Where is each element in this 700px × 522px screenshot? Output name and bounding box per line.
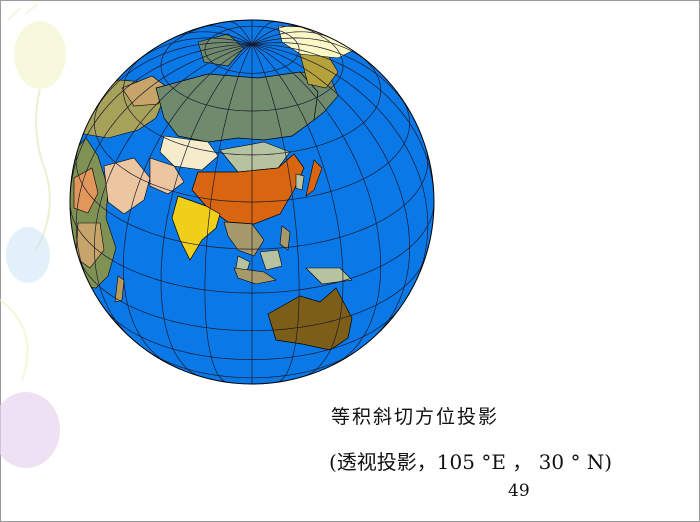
meridian-line — [251, 44, 300, 383]
korea — [295, 173, 305, 191]
meridian-line — [251, 25, 301, 45]
meridian-line — [134, 37, 253, 63]
meridian-line — [251, 31, 332, 45]
parallel-line — [160, 20, 344, 112]
arabia — [103, 157, 151, 215]
meridian-line — [203, 25, 253, 45]
borneo — [259, 249, 283, 271]
kazakhstan — [159, 135, 219, 171]
india — [171, 195, 221, 261]
balloon-decoration — [0, 3, 66, 468]
page-number: 49 — [508, 481, 530, 501]
meridian-line — [94, 44, 253, 339]
philippines — [279, 225, 291, 251]
meridian-line — [204, 44, 253, 383]
meridian-line — [122, 44, 253, 365]
meridian-line — [251, 42, 411, 112]
meridian-line — [251, 44, 344, 378]
australia — [267, 287, 353, 351]
parallel-line — [149, 351, 355, 379]
parallel-line — [204, 25, 300, 74]
parallel-line — [122, 53, 382, 156]
new-guinea — [305, 267, 353, 285]
meridian-line — [70, 44, 253, 197]
meridian-line — [93, 42, 253, 112]
meridian-line — [160, 44, 253, 378]
meridian-line — [251, 44, 410, 339]
globe-outline — [69, 19, 435, 385]
japan — [305, 159, 323, 197]
meridian-line — [75, 44, 253, 288]
central-asia — [149, 157, 185, 195]
indonesia — [233, 267, 277, 285]
slide-title: 等积斜切方位投影 — [331, 406, 500, 428]
parallel-line — [104, 308, 400, 360]
slide-subtitle: (透视投影，105 °E ， 30 ° N) — [329, 450, 613, 474]
meridian-line — [172, 31, 253, 45]
scandinavia — [197, 33, 245, 67]
madagascar — [114, 275, 125, 303]
meridian-line — [251, 44, 429, 288]
graticule — [70, 20, 434, 384]
china — [191, 153, 305, 225]
meridian-line — [251, 37, 370, 63]
mongolia — [219, 141, 291, 173]
meridian-line — [251, 44, 382, 365]
meridian-line — [251, 44, 434, 197]
parallel-line — [75, 150, 429, 250]
parallel-line — [94, 97, 410, 203]
globe-map — [69, 19, 435, 385]
